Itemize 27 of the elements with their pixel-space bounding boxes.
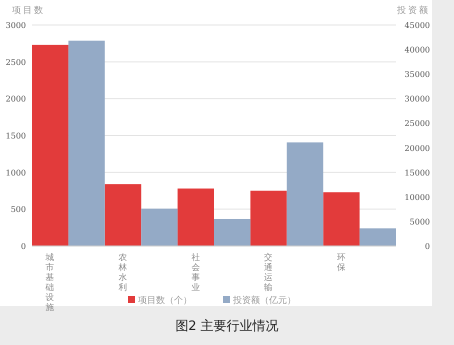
y-tick-label: 2500 — [6, 58, 26, 67]
y2-tick-label: 35000 — [404, 70, 430, 80]
legend-label: 投资额（亿元） — [232, 295, 296, 306]
y2-tick-label: 40000 — [404, 46, 430, 55]
y-tick-label: 3000 — [6, 21, 26, 30]
y-tick-label: 2000 — [6, 94, 26, 104]
y2-tick-label: 25000 — [404, 119, 430, 128]
y2-axis-title: 投资额 — [396, 5, 430, 16]
text: 图2 主要行业情况 — [175, 318, 279, 334]
x-tick-label: 城市基础设施 — [44, 252, 55, 313]
y2-tick-label: 15000 — [404, 168, 430, 178]
y2-tick-label: 5000 — [410, 217, 430, 226]
y2-tick-label: 45000 — [404, 21, 430, 30]
y2-tick-label: 30000 — [404, 94, 430, 104]
y-tick-label: 1000 — [6, 168, 26, 178]
y-axis-title: 项目数 — [12, 5, 45, 16]
x-tick-label: 交通运输 — [264, 252, 274, 293]
y2-tick-label: 0 — [424, 242, 430, 251]
y2-tick-label: 10000 — [404, 192, 430, 202]
y-tick-label: 1500 — [6, 132, 26, 140]
y-tick-label: 0 — [20, 242, 26, 251]
x-tick-label: 环保 — [336, 253, 346, 273]
x-tick-label: 农林水利 — [118, 252, 128, 293]
x-tick-label: 社会事业 — [191, 252, 200, 293]
y2-tick-label: 20000 — [404, 144, 430, 153]
legend-label: 项目数（个） — [138, 295, 192, 306]
y-tick-label: 500 — [10, 205, 26, 214]
